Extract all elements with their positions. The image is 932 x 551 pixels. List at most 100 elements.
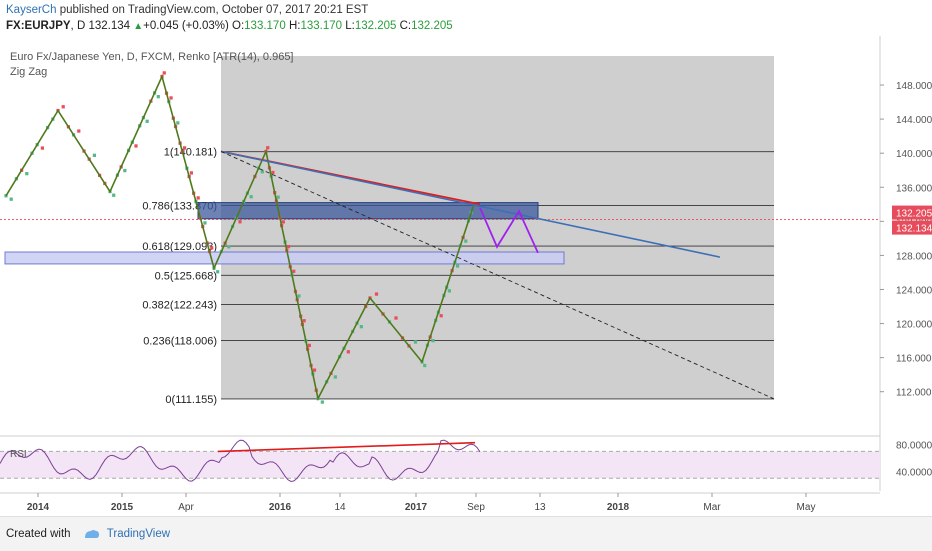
zigzag-line — [5, 74, 475, 401]
triangle-up-icon: ▲ — [133, 21, 144, 32]
renko-brick — [455, 264, 460, 268]
renko-brick — [156, 95, 160, 99]
renko-brick — [307, 343, 311, 348]
time-tick-label: May — [797, 502, 816, 513]
renko-brick — [176, 121, 180, 125]
renko-brick — [302, 319, 306, 323]
time-tick-label: 2017 — [405, 502, 428, 513]
renko-brick — [216, 270, 220, 274]
renko-brick — [145, 119, 149, 123]
zigzag-legend: Zig Zag — [10, 66, 47, 78]
renko-brick — [260, 170, 264, 174]
tradingview-logo-icon — [84, 529, 99, 538]
time-tick-label: Sep — [467, 502, 485, 513]
renko-brick — [431, 338, 435, 343]
price-marker-label: 132.205 — [896, 209, 932, 220]
renko-brick — [40, 146, 44, 150]
time-tick-label: 2014 — [27, 502, 50, 513]
price-tick-label: 136.000 — [896, 183, 932, 194]
price-change: +0.045 (+0.03%) — [143, 20, 229, 32]
open-value: 133.170 — [244, 20, 286, 32]
renko-brick — [266, 146, 270, 150]
fib-label: 1(140.181) — [164, 147, 217, 159]
renko-brick — [346, 350, 350, 354]
supply-zone — [197, 202, 539, 220]
price-tick-label: 144.000 — [896, 115, 932, 126]
chart-header: KayserCh published on TradingView.com, O… — [0, 0, 932, 36]
abc-projection — [479, 207, 539, 254]
supply-demand-zones — [0, 202, 880, 265]
renko-brick — [359, 325, 363, 329]
fib-levels: 1(140.181)0.786(133.870)0.618(129.093)0.… — [142, 147, 774, 406]
published-text: published on TradingView.com, October 07… — [59, 4, 369, 16]
renko-brick — [227, 245, 231, 249]
price-marker — [892, 205, 932, 220]
low-value: 132.205 — [354, 20, 397, 32]
price-tick-label: 116.000 — [896, 354, 932, 365]
high-value: 133.170 — [300, 20, 343, 32]
renko-brick — [9, 197, 13, 201]
fib-zone-background — [221, 56, 774, 399]
price-axis: 148.000144.000140.000136.000132.000128.0… — [879, 36, 932, 491]
renko-brick — [292, 269, 296, 273]
renko-brick — [281, 220, 285, 224]
dashed-projection-line — [220, 151, 775, 400]
price-tick-label: 140.000 — [896, 149, 932, 160]
rsi-band — [0, 451, 880, 479]
created-with-label: Created with — [6, 528, 71, 540]
renko-brick — [92, 153, 96, 157]
renko-brick — [320, 400, 324, 404]
blue-trendline — [220, 150, 721, 258]
rsi-line — [0, 439, 481, 482]
interval: D — [76, 20, 86, 32]
low-label: L: — [345, 20, 355, 32]
rsi-legend: RSI — [10, 449, 27, 460]
chart-legend-title: Euro Fx/Japanese Yen, D, FXCM, Renko [AT… — [10, 51, 294, 63]
renko-brick — [297, 294, 301, 298]
price-tick-label: 124.000 — [896, 285, 932, 296]
renko-brick — [249, 195, 253, 199]
open-label: O: — [232, 20, 245, 32]
renko-brick — [25, 171, 29, 176]
time-tick-label: Mar — [703, 502, 721, 513]
rsi-divergence-line — [217, 441, 476, 453]
renko-brick — [238, 220, 242, 224]
time-tick-label: Apr — [178, 502, 194, 513]
price-marker-label: 132.134 — [896, 224, 932, 235]
fib-label: 0.236(118.006) — [143, 336, 217, 348]
renko-brick — [112, 193, 116, 197]
fib-label: 0.5(125.668) — [155, 270, 217, 282]
chart-area[interactable]: 1(140.181) 0.786(133.870) 0.618(129.093) 0.… — [0, 36, 932, 516]
price-tick-label: 148.000 — [896, 81, 932, 92]
renko-brick — [196, 196, 200, 200]
price-chart[interactable]: 1(140.181)0.786(133.870)0.618(129.093)0.… — [0, 36, 932, 516]
symbol-line: FX:EURJPY, D 132.134 ▲+0.045 (+0.03%) O:… — [6, 20, 453, 32]
renko-brick — [77, 129, 81, 133]
price-marker — [892, 220, 932, 235]
demand-zone — [4, 251, 565, 265]
author-link[interactable]: KayserCh — [6, 4, 57, 16]
tradingview-brand-link[interactable]: TradingView — [106, 528, 171, 540]
renko-brick — [447, 289, 451, 293]
last-price: 132.134 — [88, 20, 131, 32]
renko-brick — [203, 221, 207, 225]
renko-brick — [134, 144, 138, 148]
renko-brick — [374, 292, 379, 296]
renko-brick — [413, 340, 418, 344]
time-tick-label: 2016 — [269, 502, 292, 513]
close-value: 132.205 — [411, 20, 453, 32]
created-with: Created with TradingView — [6, 528, 170, 540]
renko-brick — [189, 171, 193, 175]
symbol-name[interactable]: FX:EURJPY — [6, 20, 71, 32]
close-label: C: — [399, 20, 412, 32]
renko-brick — [61, 105, 65, 109]
high-label: H: — [288, 20, 301, 32]
renko-brick — [183, 146, 187, 150]
time-tick-label: 13 — [534, 502, 546, 513]
renko-brick — [210, 246, 214, 250]
renko-brick — [394, 316, 398, 320]
rsi-tick-label: 80.0000 — [896, 441, 932, 452]
price-tick-label: 120.000 — [896, 320, 932, 331]
renko-brick — [464, 239, 468, 243]
time-tick-label: 2015 — [111, 502, 134, 513]
